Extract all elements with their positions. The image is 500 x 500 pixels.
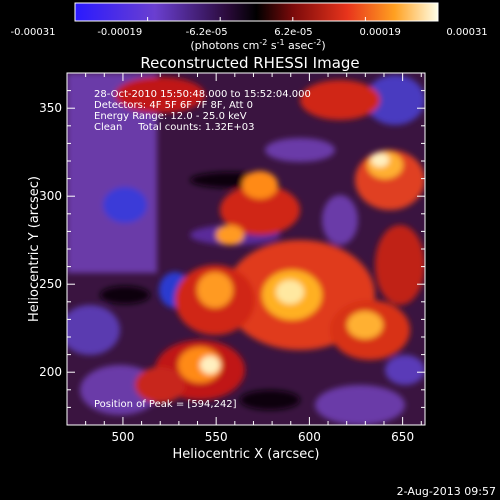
colorbar-tick-label: 6.2e-05 <box>274 27 312 38</box>
chart-title: Reconstructed RHESSI Image <box>140 54 359 72</box>
x-tick-label: 500 <box>111 430 134 444</box>
x-axis-label: Heliocentric X (arcsec) <box>173 447 320 462</box>
colorbar-tick-label: -0.00031 <box>11 27 56 38</box>
colorbar-tick-label: 0.00019 <box>360 27 401 38</box>
colorbar <box>74 2 439 22</box>
heatmap-image <box>67 73 425 425</box>
y-tick-label: 250 <box>39 277 62 291</box>
colorbar-tick-label: -0.00019 <box>97 27 142 38</box>
date-stamp: 2-Aug-2013 09:57 <box>397 485 496 498</box>
x-tick-label: 650 <box>391 430 414 444</box>
annotation-total-counts: Clean Total counts: 1.32E+03 <box>94 122 254 133</box>
y-tick-label: 300 <box>39 189 62 203</box>
colorbar-tick-label: 0.00031 <box>446 27 487 38</box>
annotation-energy-range: Energy Range: 12.0 - 25.0 keV <box>94 111 247 122</box>
annotation-detectors: Detectors: 4F 5F 6F 7F 8F, Att 0 <box>94 100 253 111</box>
colorbar-tick-label: -6.2e-05 <box>186 27 228 38</box>
colorbar-units: (photons cm-2 s-1 asec-2) <box>190 38 325 52</box>
colorbar-ticks: -0.00031 -0.00019 -6.2e-05 6.2e-05 0.00019 0.… <box>11 17 488 38</box>
y-tick-label: 200 <box>39 365 62 379</box>
peak-position-label: Position of Peak = [594,242] <box>94 399 237 410</box>
axis-ticks: 500 550 600 650 200 250 300 350 <box>39 72 425 444</box>
y-axis-label: Heliocentric Y (arcsec) <box>27 176 42 322</box>
x-tick-label: 550 <box>205 430 228 444</box>
y-tick-label: 350 <box>39 101 62 115</box>
annotation-time-range: 28-Oct-2010 15:50:48.000 to 15:52:04.000 <box>94 89 311 100</box>
x-tick-label: 600 <box>298 430 321 444</box>
